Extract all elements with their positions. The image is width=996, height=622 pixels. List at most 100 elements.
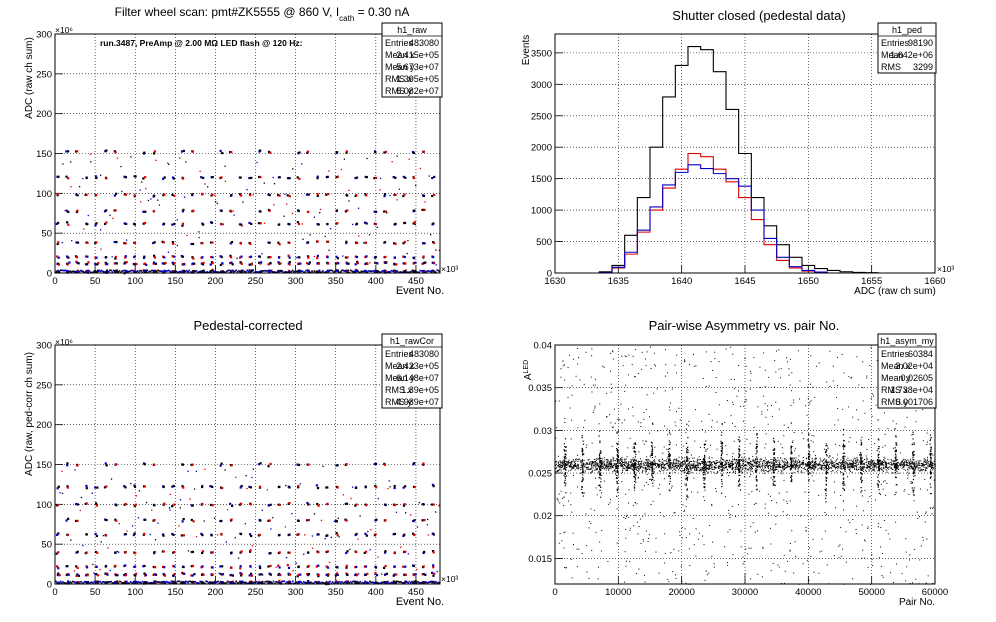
data-point xyxy=(681,461,683,463)
data-point xyxy=(67,210,70,214)
data-point xyxy=(343,270,346,272)
data-point xyxy=(114,551,117,554)
data-point xyxy=(914,463,916,465)
data-point xyxy=(902,463,904,465)
data-point xyxy=(65,150,68,153)
data-point xyxy=(259,222,262,225)
data-point xyxy=(301,223,303,225)
data-point xyxy=(907,465,909,467)
data-point xyxy=(147,199,150,202)
data-point xyxy=(239,532,243,536)
data-point xyxy=(423,269,425,272)
data-point xyxy=(235,476,237,478)
data-point xyxy=(402,486,405,489)
data-point xyxy=(171,532,174,536)
data-point xyxy=(238,223,242,226)
data-point xyxy=(802,462,804,464)
data-point xyxy=(624,461,626,463)
data-point xyxy=(830,461,832,463)
data-point xyxy=(135,270,138,273)
data-point xyxy=(711,468,713,470)
data-point xyxy=(786,465,788,467)
stats-value: 1.642e+06 xyxy=(890,50,933,60)
data-point xyxy=(658,463,660,465)
data-point xyxy=(84,263,88,266)
data-point xyxy=(293,270,295,273)
data-point xyxy=(273,582,276,585)
data-point xyxy=(725,466,727,468)
data-point xyxy=(687,470,689,472)
data-point xyxy=(715,464,717,466)
data-point xyxy=(917,464,919,466)
data-point xyxy=(914,470,916,472)
data-point xyxy=(780,469,782,471)
data-point xyxy=(841,472,843,474)
data-point xyxy=(355,194,358,197)
data-point xyxy=(570,463,572,465)
data-point xyxy=(300,581,303,584)
data-point xyxy=(142,222,145,225)
data-point xyxy=(814,464,816,466)
data-point xyxy=(602,461,604,463)
data-point xyxy=(926,460,928,462)
data-point xyxy=(206,580,209,583)
data-point xyxy=(152,573,155,577)
data-point xyxy=(114,564,117,568)
data-point xyxy=(610,461,612,463)
data-point xyxy=(896,465,898,467)
data-point xyxy=(661,463,663,465)
data-point xyxy=(810,462,812,464)
data-point xyxy=(413,485,416,489)
data-point xyxy=(917,467,919,469)
data-point xyxy=(652,469,654,471)
data-point xyxy=(249,550,252,553)
data-point xyxy=(828,457,830,459)
data-point xyxy=(697,464,699,466)
data-point xyxy=(563,462,565,464)
data-point xyxy=(74,519,78,523)
data-point xyxy=(684,463,686,465)
data-point xyxy=(182,534,186,537)
data-point xyxy=(126,530,128,532)
data-point xyxy=(663,460,665,462)
data-point xyxy=(399,271,401,273)
data-point xyxy=(176,244,179,247)
data-point xyxy=(324,582,327,584)
x-axis-label: ADC (raw ch sum) xyxy=(854,286,936,297)
data-point xyxy=(835,459,837,461)
data-point xyxy=(326,175,329,178)
data-point xyxy=(330,536,332,539)
data-point xyxy=(662,462,664,464)
data-point xyxy=(95,176,98,180)
data-point xyxy=(641,465,643,467)
data-point xyxy=(609,461,611,463)
data-point xyxy=(614,464,616,466)
data-point xyxy=(742,458,744,460)
data-point xyxy=(76,519,79,523)
data-point xyxy=(211,504,214,507)
data-point xyxy=(814,463,816,465)
data-point xyxy=(915,466,917,468)
data-point xyxy=(75,241,78,244)
data-point xyxy=(710,463,712,465)
data-point xyxy=(874,470,876,472)
data-point xyxy=(241,225,243,227)
data-point xyxy=(345,463,348,466)
data-point xyxy=(59,269,62,272)
data-point xyxy=(336,222,339,225)
data-point xyxy=(124,486,127,489)
y-tick-label: 0.035 xyxy=(528,383,552,394)
data-point xyxy=(365,194,368,197)
data-point xyxy=(928,461,930,463)
data-point xyxy=(278,503,281,507)
data-point xyxy=(711,457,713,459)
data-point xyxy=(307,572,311,576)
data-point xyxy=(114,192,118,195)
data-point xyxy=(749,462,751,464)
data-point xyxy=(438,505,440,507)
data-point xyxy=(913,464,915,466)
data-point xyxy=(833,466,835,468)
data-point xyxy=(364,262,367,266)
data-point xyxy=(671,467,673,469)
data-point xyxy=(748,459,750,461)
